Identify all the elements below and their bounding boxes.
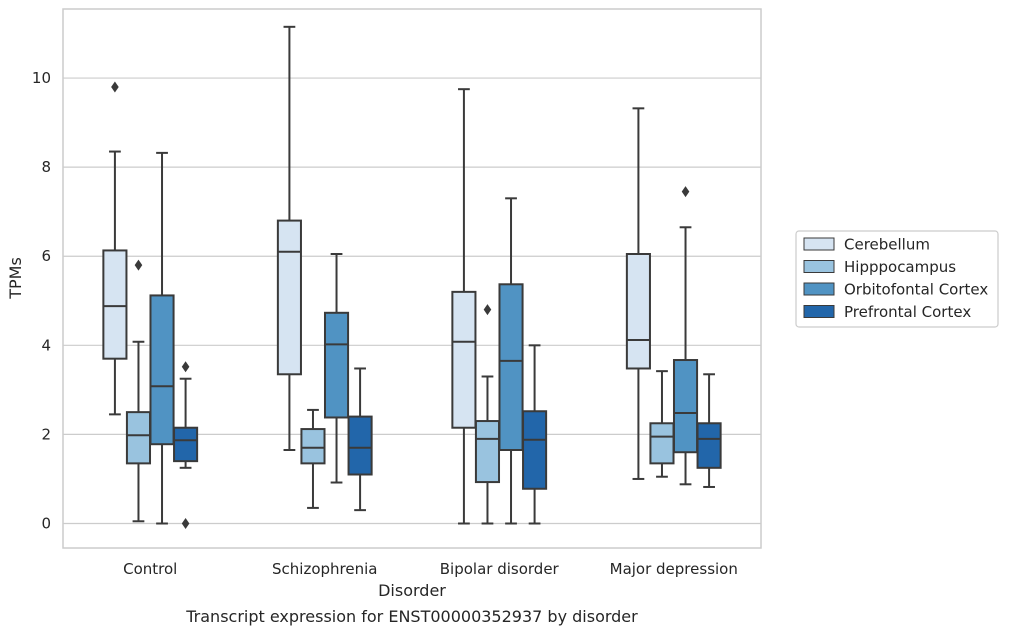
plot-frame	[62, 8, 762, 549]
box-2-2	[498, 197, 524, 525]
box-body	[451, 290, 477, 429]
legend-swatch	[803, 260, 835, 273]
box-body	[125, 411, 152, 465]
box-body	[672, 359, 699, 454]
box-3-0	[625, 107, 651, 480]
y-tick-label: 2	[41, 425, 51, 443]
box-body	[522, 410, 548, 490]
box-body	[300, 428, 326, 465]
box-body	[102, 249, 128, 360]
y-axis-label: TPMs	[6, 257, 25, 300]
box-body	[625, 253, 651, 370]
box-body	[173, 426, 199, 463]
box-2-0	[451, 88, 477, 525]
legend-frame	[795, 230, 999, 328]
box-body	[474, 420, 501, 484]
box-body	[696, 422, 722, 469]
box-0-3	[173, 361, 199, 529]
box-2-1	[474, 304, 501, 525]
box-1-3	[347, 367, 373, 512]
y-tick-label: 8	[41, 158, 51, 176]
box-3-2	[672, 186, 699, 486]
x-tick-labels: Control Schizophrenia Bipolar disorder Majo…	[123, 560, 738, 578]
box-0-1	[125, 259, 152, 523]
x-tick-label: Major depression	[610, 560, 738, 578]
legend-swatch	[803, 237, 835, 251]
box-body	[498, 283, 524, 452]
legend-label: Hipppocampus	[844, 258, 956, 276]
box-body	[323, 311, 350, 419]
legend-swatch	[803, 282, 835, 296]
y-tick-label: 6	[41, 247, 51, 265]
box-1-1	[300, 408, 326, 509]
outlier-point	[181, 361, 190, 373]
box-body	[149, 294, 175, 446]
box-3-1	[649, 370, 675, 478]
outlier-point	[181, 518, 190, 529]
box-0-0	[102, 81, 128, 416]
legend-label: Prefrontal Cortex	[844, 303, 971, 321]
y-tick-label: 10	[32, 69, 51, 87]
box-2-3	[522, 344, 548, 525]
box-body	[347, 415, 373, 476]
outlier-point	[111, 81, 119, 93]
y-tick-labels: 0 2 4 6 8 10	[32, 69, 51, 532]
x-tick-label: Schizophrenia	[272, 560, 377, 578]
outlier-point	[134, 259, 143, 271]
box-0-2	[149, 151, 175, 525]
chart-caption: Transcript expression for ENST0000035293…	[185, 607, 638, 626]
y-tick-label: 4	[41, 336, 51, 354]
box-3-3	[696, 373, 722, 488]
x-tick-label: Bipolar disorder	[440, 560, 560, 578]
legend: Cerebellum Hipppocampus Orbitofontal Corte…	[795, 230, 999, 328]
box-1-2	[323, 253, 350, 484]
legend-label: Orbitofontal Cortex	[844, 281, 988, 299]
outlier-point	[681, 186, 690, 198]
box-series	[102, 25, 722, 529]
legend-swatch	[803, 305, 835, 318]
box-body	[649, 422, 675, 465]
box-1-0	[276, 25, 302, 451]
box-body	[276, 219, 302, 376]
y-tick-label: 0	[41, 515, 51, 533]
x-axis-label: Disorder	[378, 581, 446, 600]
x-tick-label: Control	[123, 560, 177, 578]
outlier-point	[483, 304, 492, 316]
legend-label: Cerebellum	[844, 236, 930, 254]
